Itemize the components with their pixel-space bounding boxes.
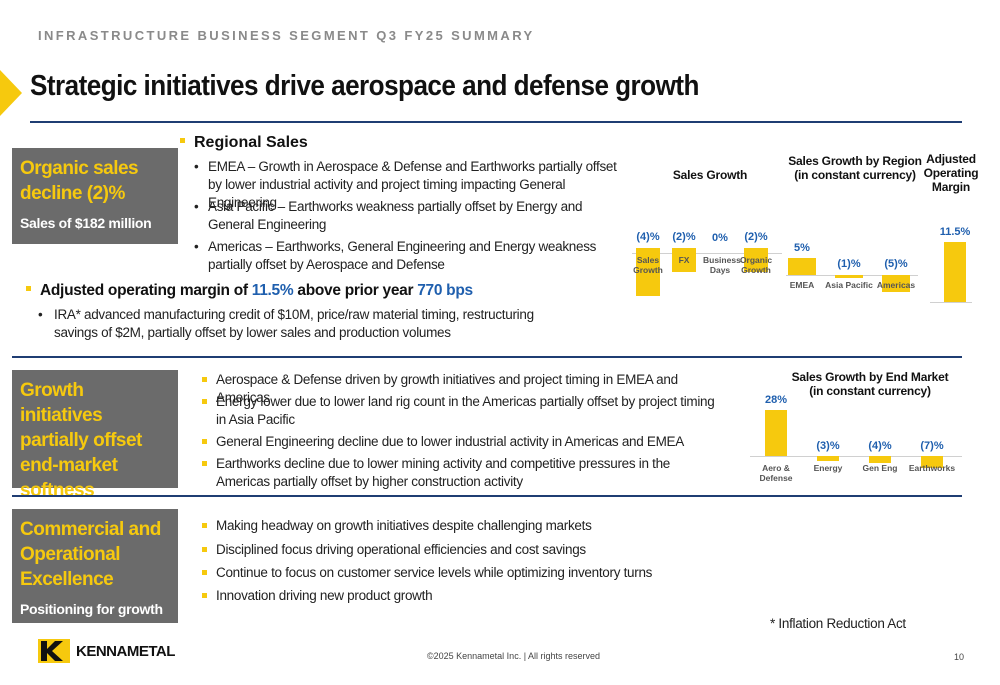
chart-bar [835, 275, 863, 279]
kennametal-logo: KENNAMETAL [38, 639, 175, 663]
excellence-bullet-2: Disciplined focus driving operational ef… [202, 541, 756, 559]
adjusted-margin-detail: • IRA* advanced manufacturing credit of $… [38, 307, 534, 340]
adjusted-margin-heading: Adjusted operating margin of 11.5% above… [26, 282, 473, 300]
divider [12, 495, 962, 497]
bullet-icon: • [38, 307, 43, 322]
chevron-accent [0, 70, 22, 116]
market-bullet-gen-eng: General Engineering decline due to lower… [202, 433, 726, 451]
chart-category-label: Organic Growth [739, 255, 773, 275]
page-number: 10 [954, 652, 965, 662]
growth-initiatives-heading: Growth initiatives partially offset end-… [20, 380, 142, 501]
wordmark: KENNAMETAL [76, 642, 175, 660]
chart-category-label: EMEA [789, 280, 815, 290]
chart-category-label: FX [678, 255, 690, 265]
chart-bar [672, 248, 696, 272]
bullet-icon: • [194, 159, 199, 174]
chart-category-label: Americas [876, 280, 916, 290]
chart-category-label: Earthworks [908, 463, 956, 473]
chart-bar [944, 242, 966, 302]
regional-bullet-emea: • EMEA – Growth in Aerospace & Defense an… [194, 159, 617, 210]
square-bullet-icon [202, 439, 207, 444]
chart-value-label: (4)% [868, 440, 892, 452]
copyright: ©2025 Kennametal Inc. | All rights reser… [427, 651, 601, 661]
market-bullet-energy: Energy lower due to lower land rig count… [202, 393, 726, 429]
chart-bar [817, 456, 839, 461]
chart-value-label: 0% [712, 232, 728, 244]
chart-bar [921, 456, 943, 468]
bullet-icon: • [194, 239, 199, 254]
bullet-icon: • [194, 199, 199, 214]
chart-bar [788, 258, 816, 275]
organic-sales-heading: Organic sales decline (2)% [20, 158, 139, 204]
growth-initiatives-box: Growth initiatives partially offset end-… [12, 370, 178, 501]
ira-footnote: * Inflation Reduction Act [770, 616, 906, 631]
commercial-excellence-box: Commercial and Operational Excellence Po… [12, 509, 178, 623]
chart-category-label: Gen Eng [862, 463, 898, 473]
chart-value-label: 11.5% [939, 226, 971, 239]
square-bullet-icon [202, 547, 207, 552]
excellence-bullet-4: Innovation driving new product growth [202, 587, 756, 605]
excellence-bullet-3: Continue to focus on customer service le… [202, 564, 756, 582]
section-kicker: INFRASTRUCTURE BUSINESS SEGMENT Q3 FY25 … [38, 28, 535, 43]
chart-category-label: Energy [813, 463, 843, 473]
chart-value-label: (2)% [744, 231, 768, 243]
chart-axis [750, 456, 962, 457]
market-bullet-earthworks: Earthworks decline due to lower mining a… [202, 455, 726, 491]
chart-bar [882, 275, 910, 292]
regional-sales-heading: Regional Sales [180, 134, 308, 152]
chart-axis [930, 302, 972, 303]
chart-category-label: Aero & Defense [759, 463, 793, 483]
chart-bar [636, 248, 660, 296]
chart-title-region: Sales Growth by Region (in constant curr… [788, 154, 922, 182]
square-bullet-icon [202, 461, 207, 466]
chart-axis [632, 253, 782, 254]
chart-title-margin: Adjusted Operating Margin [923, 152, 979, 194]
square-bullet-icon [26, 286, 31, 292]
chart-title-sales-growth: Sales Growth [672, 168, 748, 182]
chart-bar [744, 248, 768, 272]
regional-bullet-americas: • Americas – Earthworks, General Engineer… [194, 239, 597, 272]
page-title: Strategic initiatives drive aerospace an… [30, 70, 699, 102]
chart-bar [765, 409, 787, 456]
square-bullet-icon [202, 377, 207, 382]
square-bullet-icon [202, 523, 207, 528]
market-bullet-aero: Aerospace & Defense driven by growth ini… [202, 371, 726, 407]
chart-value-label: (3)% [816, 440, 840, 452]
chart-value-label: 5% [794, 242, 810, 254]
chart-value-label: (1)% [837, 258, 861, 270]
square-bullet-icon [202, 570, 207, 575]
square-bullet-icon [202, 593, 207, 598]
chart-value-label: (5)% [884, 258, 908, 270]
chart-value-label: (4)% [636, 231, 660, 243]
chart-value-label: (2)% [672, 231, 696, 243]
positioning-subtitle: Positioning for growth [20, 601, 163, 617]
chart-value-label: (7)% [920, 440, 944, 452]
square-bullet-icon [202, 399, 207, 404]
divider [30, 121, 962, 123]
chart-category-label: Business Days [703, 255, 741, 275]
chart-category-label: Asia Pacific [825, 280, 873, 290]
sales-amount: Sales of $182 million [20, 215, 152, 231]
chart-value-label: 28% [764, 393, 788, 406]
square-bullet-icon [180, 138, 185, 144]
organic-sales-box: Organic sales decline (2)% Sales of $182… [12, 148, 178, 244]
commercial-excellence-heading: Commercial and Operational Excellence [20, 519, 161, 590]
excellence-bullet-1: Making headway on growth initiatives des… [202, 517, 756, 535]
chart-title-end-market: Sales Growth by End Market (in constant … [791, 370, 949, 398]
regional-bullet-apac: • Asia Pacific – Earthworks weakness part… [194, 199, 583, 232]
chart-bar [869, 456, 891, 463]
kennametal-k-icon [38, 639, 70, 663]
divider [12, 356, 962, 358]
chart-category-label: Sales Growth [633, 255, 663, 275]
